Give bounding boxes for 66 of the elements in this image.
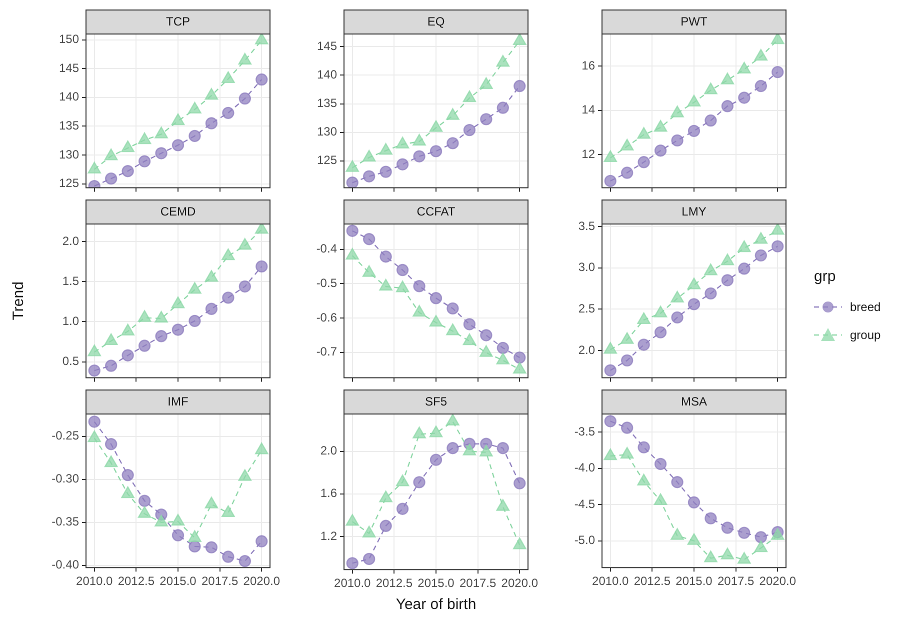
y-tick-label: -0.5 <box>316 276 338 290</box>
y-tick-label: 2.5 <box>578 301 596 316</box>
y-tick-label: 145 <box>316 38 338 53</box>
chart-title: MSA <box>680 394 708 408</box>
y-tick-label: 12 <box>582 146 596 161</box>
y-tick-label: 130 <box>316 124 338 139</box>
y-tick-label: -0.30 <box>52 472 80 486</box>
y-tick-label: -0.35 <box>52 514 80 529</box>
y-tick-label: 2.0 <box>578 342 596 357</box>
y-tick-label: -4.5 <box>574 496 596 511</box>
y-tick-label: -0.25 <box>52 428 80 443</box>
y-tick-label: 2.0 <box>320 444 338 458</box>
legend-label: breed <box>850 300 881 314</box>
x-tick-label: 2012.5 <box>376 576 413 590</box>
y-tick-label: -0.6 <box>316 310 338 324</box>
chart-title: IMF <box>168 394 188 408</box>
x-tick-label: 2015.0 <box>160 574 197 588</box>
chart-title: PWT <box>680 14 708 28</box>
y-tick-label: -4.0 <box>574 460 596 475</box>
y-tick-label: 140 <box>58 90 80 104</box>
y-tick-label: 125 <box>316 153 338 168</box>
y-tick-label: 140 <box>316 67 338 82</box>
chart-title: SF5 <box>424 394 448 408</box>
y-tick-label: 1.0 <box>62 314 80 328</box>
chart-title: TCP <box>166 14 190 28</box>
y-tick-label: 3.0 <box>578 260 596 274</box>
chart-title: EQ <box>427 14 445 28</box>
x-tick-label: 2012.5 <box>634 574 671 588</box>
y-tick-label: -0.40 <box>52 558 80 572</box>
x-tick-label: 2015.0 <box>676 574 713 588</box>
chart-title: CEMD <box>160 204 196 218</box>
legend-label: group <box>850 328 881 342</box>
y-tick-label: 0.5 <box>62 354 80 368</box>
x-tick-label: 2012.5 <box>118 574 155 588</box>
x-tick-label: 2020.0 <box>243 574 280 588</box>
y-tick-label: 130 <box>58 147 80 162</box>
x-tick-label: 2017.5 <box>459 576 496 590</box>
x-tick-label: 2010.0 <box>592 574 630 588</box>
y-tick-label: -0.7 <box>316 344 338 359</box>
x-tick-label: 2010.0 <box>76 574 114 588</box>
x-tick-label: 2017.5 <box>201 574 238 588</box>
x-tick-label: 2015.0 <box>418 576 455 590</box>
chart-title: LMY <box>682 204 706 218</box>
x-tick-label: 2017.5 <box>717 574 754 588</box>
y-axis-title: Trend <box>10 282 28 320</box>
y-tick-label: 1.2 <box>320 528 338 543</box>
x-axis-title: Year of birth <box>396 596 476 614</box>
y-tick-label: -5.0 <box>574 533 596 548</box>
y-tick-label: 16 <box>582 58 596 72</box>
y-tick-label: -0.4 <box>316 242 338 256</box>
y-tick-label: 125 <box>58 176 80 190</box>
chart-title: CCFAT <box>416 204 456 218</box>
x-tick-label: 2020.0 <box>759 574 796 588</box>
x-tick-label: 2010.0 <box>334 576 372 590</box>
legend-title: grp <box>814 268 837 285</box>
y-tick-label: -3.5 <box>574 424 596 438</box>
y-tick-label: 145 <box>58 60 80 75</box>
y-tick-label: 14 <box>582 102 596 117</box>
y-tick-label: 150 <box>58 32 80 46</box>
y-tick-label: 1.6 <box>320 486 338 500</box>
y-tick-label: 2.0 <box>62 234 80 248</box>
x-tick-label: 2020.0 <box>501 576 538 590</box>
y-tick-label: 3.5 <box>578 218 596 233</box>
y-tick-label: 135 <box>316 96 338 110</box>
y-tick-label: 135 <box>58 118 80 132</box>
y-tick-label: 1.5 <box>62 274 80 288</box>
